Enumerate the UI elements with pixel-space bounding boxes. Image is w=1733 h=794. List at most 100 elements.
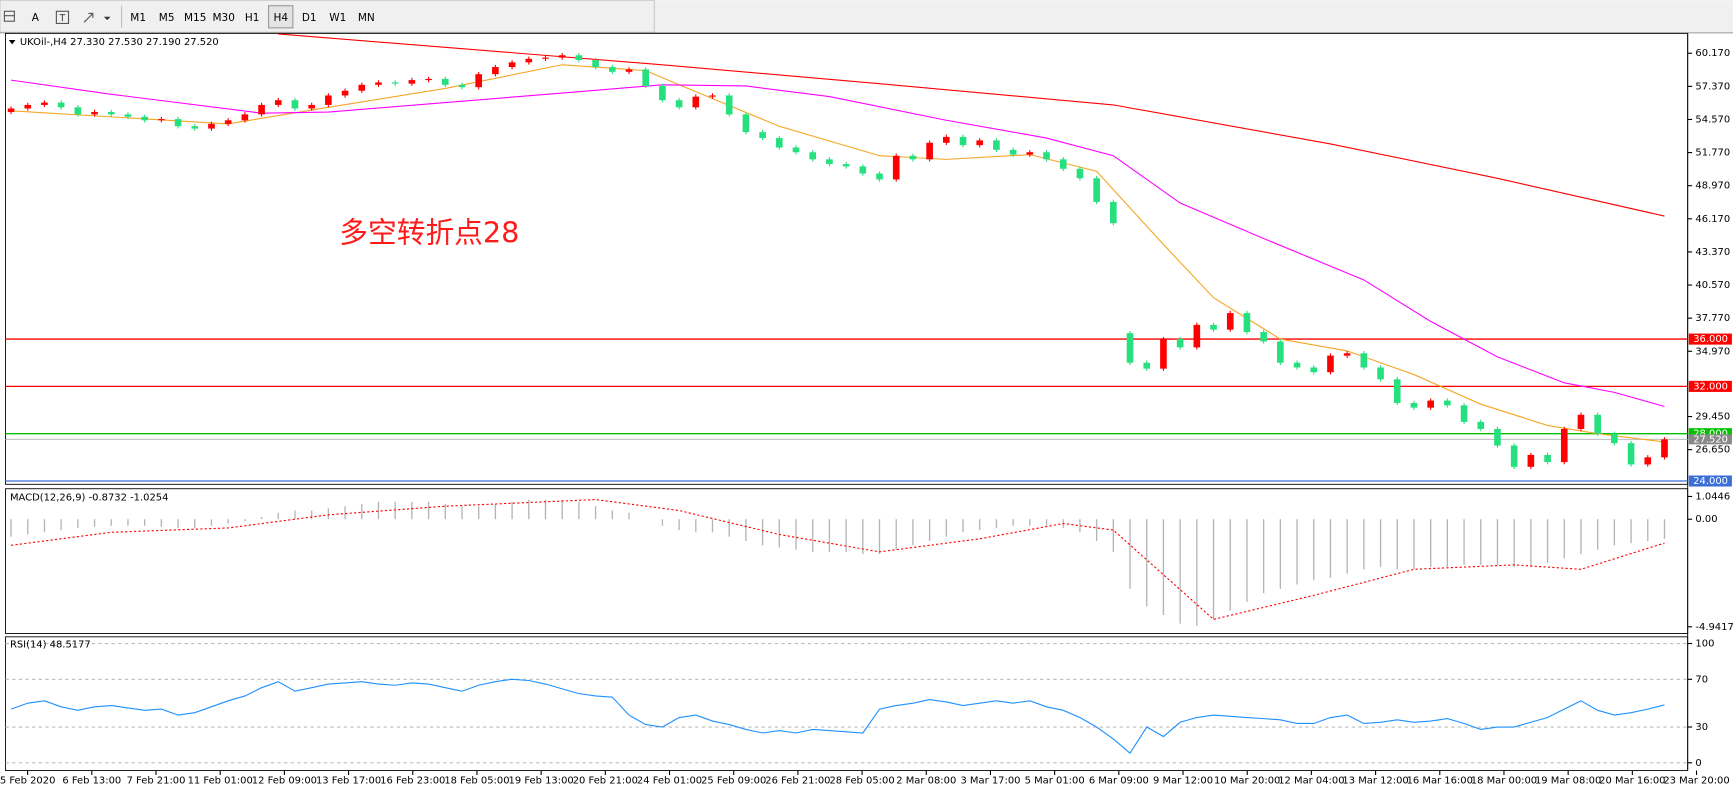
indicator-title: MACD(12,26,9) -0.8732 -1.0254 — [10, 493, 169, 504]
x-tick-label: 5 Mar 01:00 — [1025, 776, 1085, 787]
arrow-tool[interactable] — [83, 12, 111, 23]
level-label: 28.000 — [1693, 429, 1728, 440]
y-tick-label: 0 — [1695, 758, 1701, 769]
candle — [1160, 339, 1167, 369]
candle — [1226, 313, 1234, 330]
y-tick-label: 48.970 — [1695, 181, 1730, 192]
candle — [1110, 201, 1117, 224]
y-tick-label: -4.9417 — [1695, 622, 1733, 633]
rsi-line — [10, 678, 1665, 755]
y-tick-label: 26.650 — [1695, 445, 1730, 456]
y-tick-label: 43.370 — [1695, 247, 1730, 258]
candle — [208, 123, 215, 129]
y-tick-label: 54.570 — [1695, 114, 1730, 125]
y-tick-label: 30 — [1695, 722, 1708, 733]
y-tick-label: 1.0446 — [1695, 491, 1730, 502]
x-tick-label: 26 Feb 21:00 — [765, 776, 830, 787]
y-tick-label: 46.170 — [1695, 214, 1730, 225]
x-tick-label: 3 Mar 17:00 — [960, 776, 1020, 787]
candle — [525, 58, 533, 63]
x-tick-label: 18 Feb 05:00 — [444, 776, 509, 787]
timeframe-button[interactable]: H1 — [245, 12, 260, 24]
candle — [1093, 178, 1100, 202]
timeframe-button[interactable]: M1 — [130, 12, 146, 24]
candle — [1460, 405, 1468, 422]
level-tag — [1688, 333, 1732, 345]
candle — [124, 114, 132, 117]
price-tag — [1688, 434, 1732, 445]
level-tag — [1688, 428, 1732, 440]
candle — [158, 119, 165, 121]
candle — [1527, 454, 1535, 467]
candle — [742, 114, 750, 133]
candle — [375, 82, 382, 85]
x-tick-label: 13 Mar 12:00 — [1342, 776, 1408, 787]
candle — [959, 136, 967, 146]
timeframe-button[interactable]: M15 — [184, 12, 206, 24]
candle — [1009, 149, 1017, 155]
timeframe-button[interactable]: D1 — [302, 12, 317, 24]
candle — [1377, 367, 1384, 380]
y-tick-label: 57.370 — [1695, 81, 1730, 92]
x-tick-label: 28 Feb 05:00 — [829, 776, 894, 787]
candle — [1210, 324, 1217, 330]
candle — [475, 74, 483, 88]
candle — [859, 166, 867, 174]
x-tick-label: 12 Mar 04:00 — [1278, 776, 1344, 787]
y-tick-label: 37.770 — [1695, 313, 1730, 324]
candle — [892, 155, 900, 180]
candle — [759, 132, 766, 139]
candle — [1644, 457, 1652, 465]
candle — [1310, 367, 1318, 373]
timeframe-button[interactable]: M30 — [213, 12, 235, 24]
text-tool[interactable]: A — [32, 12, 40, 24]
price-label: 27.520 — [1693, 434, 1728, 445]
x-tick-label: 6 Feb 13:00 — [62, 776, 121, 787]
candle — [809, 152, 817, 160]
x-tick-label: 10 Mar 20:00 — [1214, 776, 1280, 787]
candle — [1343, 353, 1351, 356]
candle — [1627, 443, 1635, 465]
candle — [325, 95, 332, 105]
x-tick-label: 5 Feb 2020 — [0, 776, 55, 787]
collapse-arrow — [8, 40, 16, 45]
candle — [608, 67, 616, 72]
candle — [1277, 341, 1284, 363]
candle — [492, 67, 499, 75]
candle — [408, 80, 416, 84]
candle — [141, 116, 148, 121]
level-tag — [1688, 475, 1732, 487]
candle — [1360, 353, 1368, 368]
candle — [909, 155, 917, 160]
candle — [1393, 379, 1401, 403]
candle — [274, 100, 282, 105]
label-tool[interactable] — [55, 10, 70, 24]
x-tick-label: 19 Feb 13:00 — [509, 776, 574, 787]
candle — [458, 84, 466, 88]
candle — [57, 102, 65, 108]
candle — [1043, 152, 1050, 160]
timeframe-button[interactable]: H4 — [273, 12, 288, 24]
level-label: 36.000 — [1693, 334, 1728, 345]
x-tick-label: 16 Mar 16:00 — [1407, 776, 1473, 787]
grid-icon[interactable] — [3, 10, 15, 22]
candle — [1494, 428, 1501, 446]
timeframe-button[interactable]: M5 — [159, 12, 175, 24]
candle — [1444, 400, 1451, 406]
candle — [592, 59, 599, 68]
x-tick-label: 2 Mar 08:00 — [896, 776, 956, 787]
toolbar-border — [0, 32, 1733, 34]
candle — [1661, 439, 1668, 458]
x-tick-label: 7 Feb 21:00 — [127, 776, 186, 787]
candle — [709, 95, 716, 97]
indicator-title: RSI(14) 48.5177 — [10, 640, 91, 651]
y-tick-label: 29.450 — [1695, 412, 1730, 423]
timeframe-button[interactable]: MN — [358, 12, 375, 24]
macd-signal — [10, 499, 1665, 620]
candle — [1176, 339, 1184, 348]
active-timeframe-frame — [268, 5, 294, 29]
annotation: 多空转折点28 — [339, 216, 519, 250]
timeframe-button[interactable]: W1 — [329, 12, 346, 24]
